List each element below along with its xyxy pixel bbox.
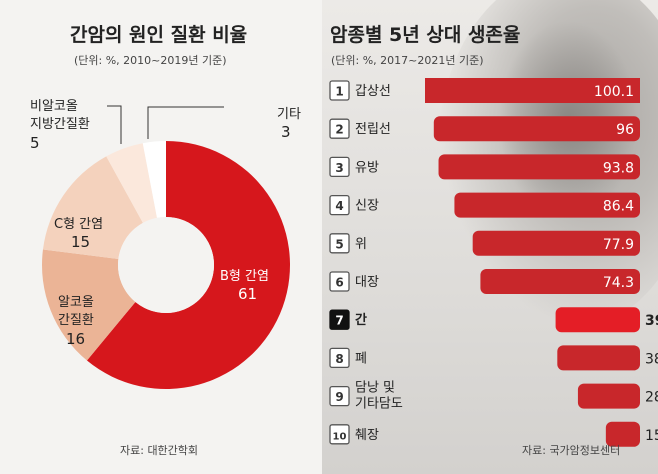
bar [433,116,640,142]
rank-label: 10 [333,431,347,442]
label-nafld-line1: 비알코올 [30,99,78,114]
slice-alcohol-liver-disease [42,249,136,361]
label-nafld-value: 5 [30,134,40,152]
bar-row: 8폐 38.5 [329,345,658,371]
category-label: 간 [355,312,367,328]
label-alcohol-line2: 간질환 [58,313,94,328]
bar-row: 2 전립선 96 [329,116,640,142]
rank-box [329,156,350,178]
bar-row: 6 대장 74.3 [329,269,640,294]
rank-box [329,80,350,101]
category-label: 대장 [355,275,379,290]
rank-box [329,309,350,330]
value-label: 100.1 [594,84,634,100]
bar-row: 4 신장 86.4 [329,192,640,218]
category-label: 갑상선 [355,84,391,99]
label-alcohol-value: 16 [66,330,86,348]
category-label: 유방 [355,160,379,175]
pie-chart-subtitle: (단위: %, 2010~2019년 기준) [74,54,227,67]
value-label: 74.3 [603,275,634,291]
left-panel: 간암의 원인 질환 비율 (단위: %, 2010~2019년 기준) 기타 3… [0,0,322,474]
label-hbv-name: B형 간염 [220,269,269,284]
bar [577,383,640,409]
value-label: 38.5 [645,351,658,367]
bar [480,269,640,294]
rank-label: 1 [335,85,343,99]
rank-box [329,194,350,216]
leader-line-nafld [107,105,122,144]
value-label: 77.9 [603,237,634,253]
bar [425,78,640,103]
bar-chart-subtitle: (단위: %, 2017~2021년 기준) [331,54,484,67]
label-other-value: 3 [281,123,291,141]
label-other-name: 기타 [277,107,301,122]
value-label: 86.4 [603,199,634,215]
bar-row: 5 위 77.9 [329,230,640,256]
value-label: 28.9 [645,390,658,406]
label-hbv-value: 61 [238,285,258,303]
category-label: 위 [355,237,367,252]
bar [472,230,640,256]
bar [555,307,640,333]
label-nafld-line2: 지방간질환 [30,117,90,132]
value-label: 39.3 [645,313,658,329]
bar [438,154,640,180]
bar-row: 1 갑상선 100.1 [329,78,640,103]
donut-hole [118,217,214,313]
bar-row: 3 유방 93.8 [329,154,640,180]
slice-nafld [106,143,158,223]
rank-label: 9 [335,390,343,404]
category-label: 폐 [355,351,367,366]
bar [454,192,640,218]
label-alcohol-line1: 알코올 [58,295,94,310]
rank-box [329,347,350,369]
label-hcv-name: C형 간염 [54,217,104,232]
rank-box [329,118,350,139]
label-hcv-value: 15 [71,233,91,251]
rank-label: 5 [335,237,343,251]
category-label: 신장 [355,199,379,214]
pie-chart-source: 자료: 대한간학회 [120,444,199,457]
bar-chart: 1 갑상선 100.12 전립선 963 유방 93.84 신장 86.45 위 77.96 대장 74… [329,78,658,447]
bar-chart-source: 자료: 국가암정보센터 [522,444,621,457]
bar-row: 10 췌장 15.9 [329,421,658,447]
category-label: 췌장 [355,428,379,443]
donut-chart [42,105,290,389]
value-label: 96 [616,122,634,138]
bar-chart-title: 암종별 5년 상대 생존율 [330,24,521,46]
slice-hbv [86,141,290,389]
rank-box [329,233,350,254]
rank-label: 8 [335,352,343,366]
rank-box [329,271,350,292]
slice-other [142,141,166,218]
rank-box [329,385,350,407]
bar [605,421,640,447]
rank-label: 3 [335,161,343,175]
bar-row: 7간 39.3 [329,307,658,333]
bar [557,345,640,371]
rank-box [329,424,350,445]
right-panel: 암종별 5년 상대 생존율 (단위: %, 2017~2021년 기준) 1 갑상… [322,0,658,474]
pie-chart-title: 간암의 원인 질환 비율 [70,24,248,46]
category-label: 전립선 [355,122,391,137]
rank-label: 7 [335,314,343,328]
value-label: 15.9 [645,428,658,444]
rank-label: 4 [335,199,343,213]
slice-hcv [42,156,143,259]
rank-label: 6 [335,276,343,290]
rank-label: 2 [335,123,343,137]
category-label: 담낭 및 기타담도 [355,381,403,412]
leader-line-other [147,106,224,139]
value-label: 93.8 [603,160,634,176]
